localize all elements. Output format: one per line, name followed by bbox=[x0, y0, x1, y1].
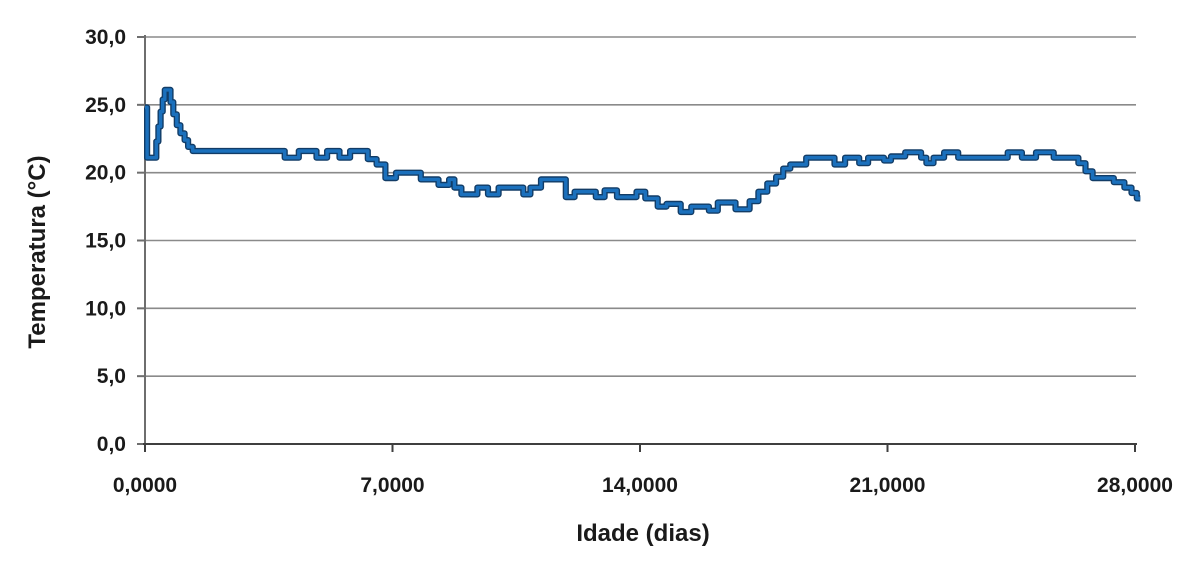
y-tick-label: 30,0 bbox=[85, 26, 126, 49]
x-tick-label: 21,0000 bbox=[850, 474, 926, 497]
y-tick-label: 10,0 bbox=[85, 297, 126, 320]
y-axis-title: Temperatura (°C) bbox=[24, 155, 51, 349]
temperature-line bbox=[145, 88, 1141, 214]
x-axis-title: Idade (dias) bbox=[576, 520, 710, 547]
x-tick-label: 0,0000 bbox=[113, 474, 177, 497]
x-tick-label: 14,0000 bbox=[602, 474, 678, 497]
temperature-line-edge bbox=[144, 86, 1141, 216]
y-tick-label: 15,0 bbox=[85, 230, 126, 253]
y-tick-label: 0,0 bbox=[97, 433, 126, 456]
x-tick-label: 28,0000 bbox=[1097, 474, 1173, 497]
y-tick-label: 20,0 bbox=[85, 162, 126, 185]
y-tick-label: 25,0 bbox=[85, 94, 126, 117]
x-tick-label: 7,0000 bbox=[360, 474, 424, 497]
y-tick-label: 5,0 bbox=[97, 365, 126, 388]
